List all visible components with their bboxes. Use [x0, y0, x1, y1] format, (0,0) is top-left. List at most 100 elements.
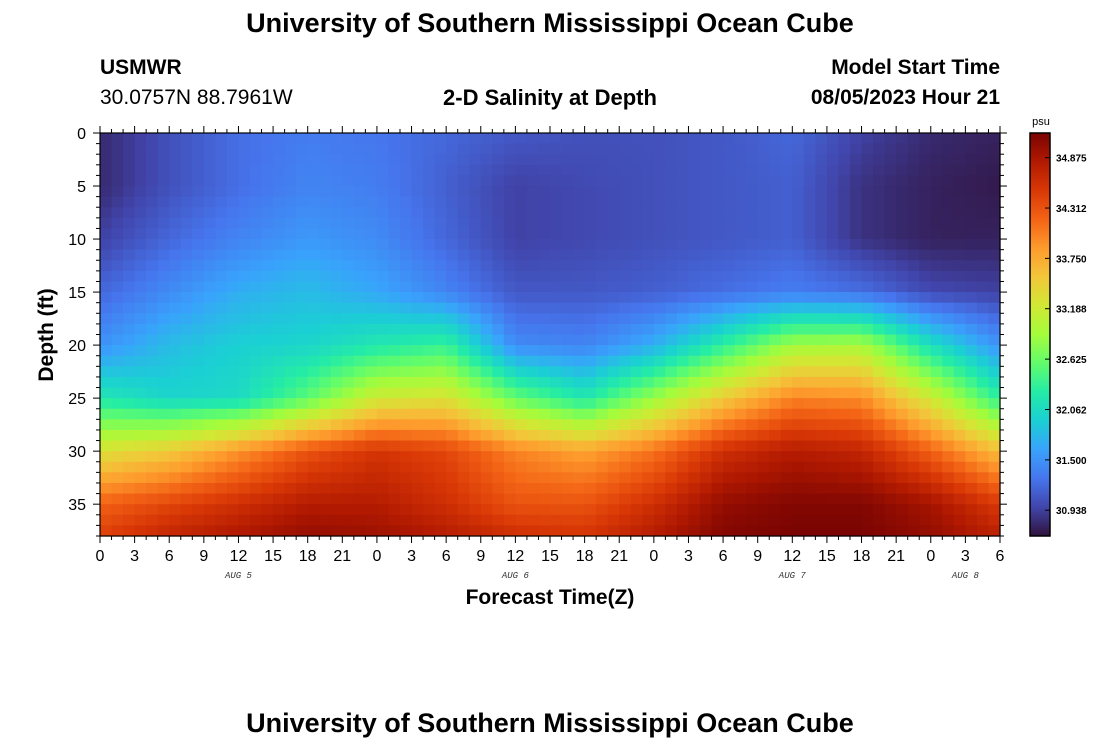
heatmap-cell	[676, 504, 690, 516]
heatmap-cell	[723, 387, 736, 399]
heatmap-cell	[123, 482, 136, 495]
heatmap-cell	[688, 429, 701, 442]
heatmap-cell	[769, 451, 782, 463]
heatmap-cell	[388, 355, 401, 367]
heatmap-cell	[411, 387, 424, 399]
heatmap-cell	[376, 143, 390, 155]
heatmap-cell	[503, 228, 516, 240]
heatmap-cell	[630, 143, 643, 155]
heatmap-cell	[665, 313, 678, 325]
heatmap-cell	[803, 398, 816, 410]
heatmap-cell	[653, 270, 666, 283]
heatmap-cell	[573, 398, 586, 410]
heatmap-cell	[873, 366, 886, 378]
heatmap-cell	[734, 461, 747, 473]
heatmap-cell	[896, 323, 909, 336]
heatmap-cell	[400, 334, 413, 346]
heatmap-cell	[550, 419, 563, 431]
heatmap-cell	[503, 175, 516, 187]
heatmap-cell	[111, 164, 124, 177]
heatmap-cell	[423, 345, 436, 357]
heatmap-cell	[100, 154, 113, 166]
heatmap-cell	[780, 186, 793, 198]
heatmap-cell	[919, 270, 932, 283]
heatmap-cell	[330, 408, 343, 420]
heatmap-cell	[376, 207, 390, 219]
heatmap-cell	[803, 228, 816, 240]
heatmap-cell	[907, 196, 920, 208]
heatmap-cell	[446, 154, 459, 166]
heatmap-cell	[665, 228, 678, 240]
heatmap-cell	[423, 207, 436, 219]
heatmap-cell	[653, 376, 666, 389]
heatmap-cell	[700, 451, 713, 463]
heatmap-cell	[734, 440, 747, 452]
heatmap-cell	[838, 207, 851, 219]
heatmap-cell	[480, 292, 493, 304]
heatmap-cell	[723, 281, 736, 293]
heatmap-cell	[619, 323, 632, 336]
heatmap-cell	[469, 482, 482, 495]
heatmap-cell	[365, 270, 378, 283]
heatmap-cell	[930, 345, 943, 357]
heatmap-cell	[700, 228, 713, 240]
heatmap-cell	[676, 154, 690, 166]
heatmap-cell	[757, 514, 770, 526]
heatmap-cell	[850, 514, 863, 526]
heatmap-cell	[400, 493, 413, 505]
heatmap-cell	[573, 260, 586, 272]
heatmap-cell	[100, 175, 113, 187]
heatmap-cell	[342, 313, 355, 325]
heatmap-cell	[203, 154, 216, 166]
heatmap-cell	[826, 387, 840, 399]
heatmap-cell	[757, 323, 770, 336]
heatmap-cell	[284, 440, 297, 452]
heatmap-cell	[192, 334, 205, 346]
heatmap-cell	[550, 175, 563, 187]
heatmap-cell	[192, 207, 205, 219]
heatmap-cell	[503, 408, 516, 420]
heatmap-cell	[953, 281, 966, 293]
heatmap-cell	[676, 143, 690, 155]
heatmap-cell	[953, 419, 966, 431]
heatmap-cell	[757, 217, 770, 230]
heatmap-cell	[907, 440, 920, 452]
heatmap-cell	[330, 345, 343, 357]
heatmap-cell	[884, 133, 897, 145]
heatmap-cell	[123, 196, 136, 208]
heatmap-cell	[273, 355, 286, 367]
heatmap-cell	[711, 133, 724, 145]
heatmap-cell	[826, 239, 840, 251]
heatmap-cell	[111, 482, 124, 495]
heatmap-cell	[919, 504, 932, 516]
heatmap-cell	[884, 217, 897, 230]
heatmap-cell	[988, 302, 1001, 314]
heatmap-cell	[723, 207, 736, 219]
heatmap-cell	[538, 419, 551, 431]
heatmap-cell	[884, 260, 897, 272]
heatmap-cell	[850, 334, 863, 346]
heatmap-cell	[469, 514, 482, 526]
heatmap-cell	[146, 334, 159, 346]
heatmap-cell	[353, 239, 366, 251]
heatmap-cell	[769, 493, 782, 505]
heatmap-cell	[642, 398, 655, 410]
heatmap-cell	[815, 133, 828, 145]
heatmap-cell	[815, 419, 828, 431]
heatmap-cell	[919, 175, 932, 187]
heatmap-cell	[792, 482, 805, 495]
heatmap-cell	[700, 239, 713, 251]
heatmap-cell	[734, 154, 747, 166]
heatmap-cell	[123, 323, 136, 336]
heatmap-cell	[700, 398, 713, 410]
heatmap-cell	[100, 207, 113, 219]
heatmap-cell	[965, 239, 978, 251]
heatmap-cell	[134, 186, 147, 198]
heatmap-cell	[619, 408, 632, 420]
x-axis: 0 3 6 9 12 15 18 21 0 3 6 9 12 15 18 21 0 3 6 9 12 15 18 21 0 3 6A…	[96, 126, 1005, 581]
heatmap-cell	[965, 133, 978, 145]
heatmap-cell	[365, 207, 378, 219]
heatmap-cell	[284, 482, 297, 495]
heatmap-cell	[526, 323, 540, 336]
heatmap-cell	[226, 493, 240, 505]
